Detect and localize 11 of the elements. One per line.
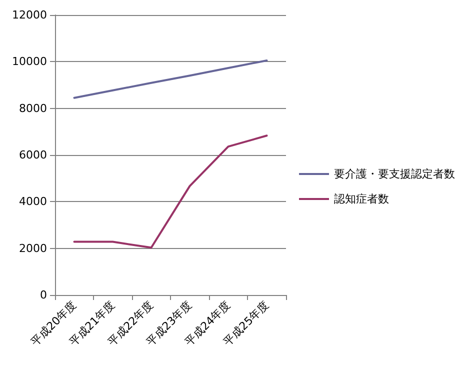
y-tick-label: 12000	[12, 8, 47, 22]
line-series	[73, 60, 268, 99]
y-tick-label: 2000	[19, 242, 47, 255]
legend-label: 認知症者数	[334, 192, 389, 206]
y-tick-label: 6000	[19, 148, 47, 162]
line-series	[73, 134, 268, 249]
legend-label: 要介護・要支援認定者数	[334, 168, 455, 180]
y-tick-label: 8000	[19, 102, 47, 115]
y-tick-label: 10000	[12, 55, 47, 68]
y-tick-label: 0	[40, 288, 47, 302]
y-tick-label: 4000	[19, 195, 47, 208]
